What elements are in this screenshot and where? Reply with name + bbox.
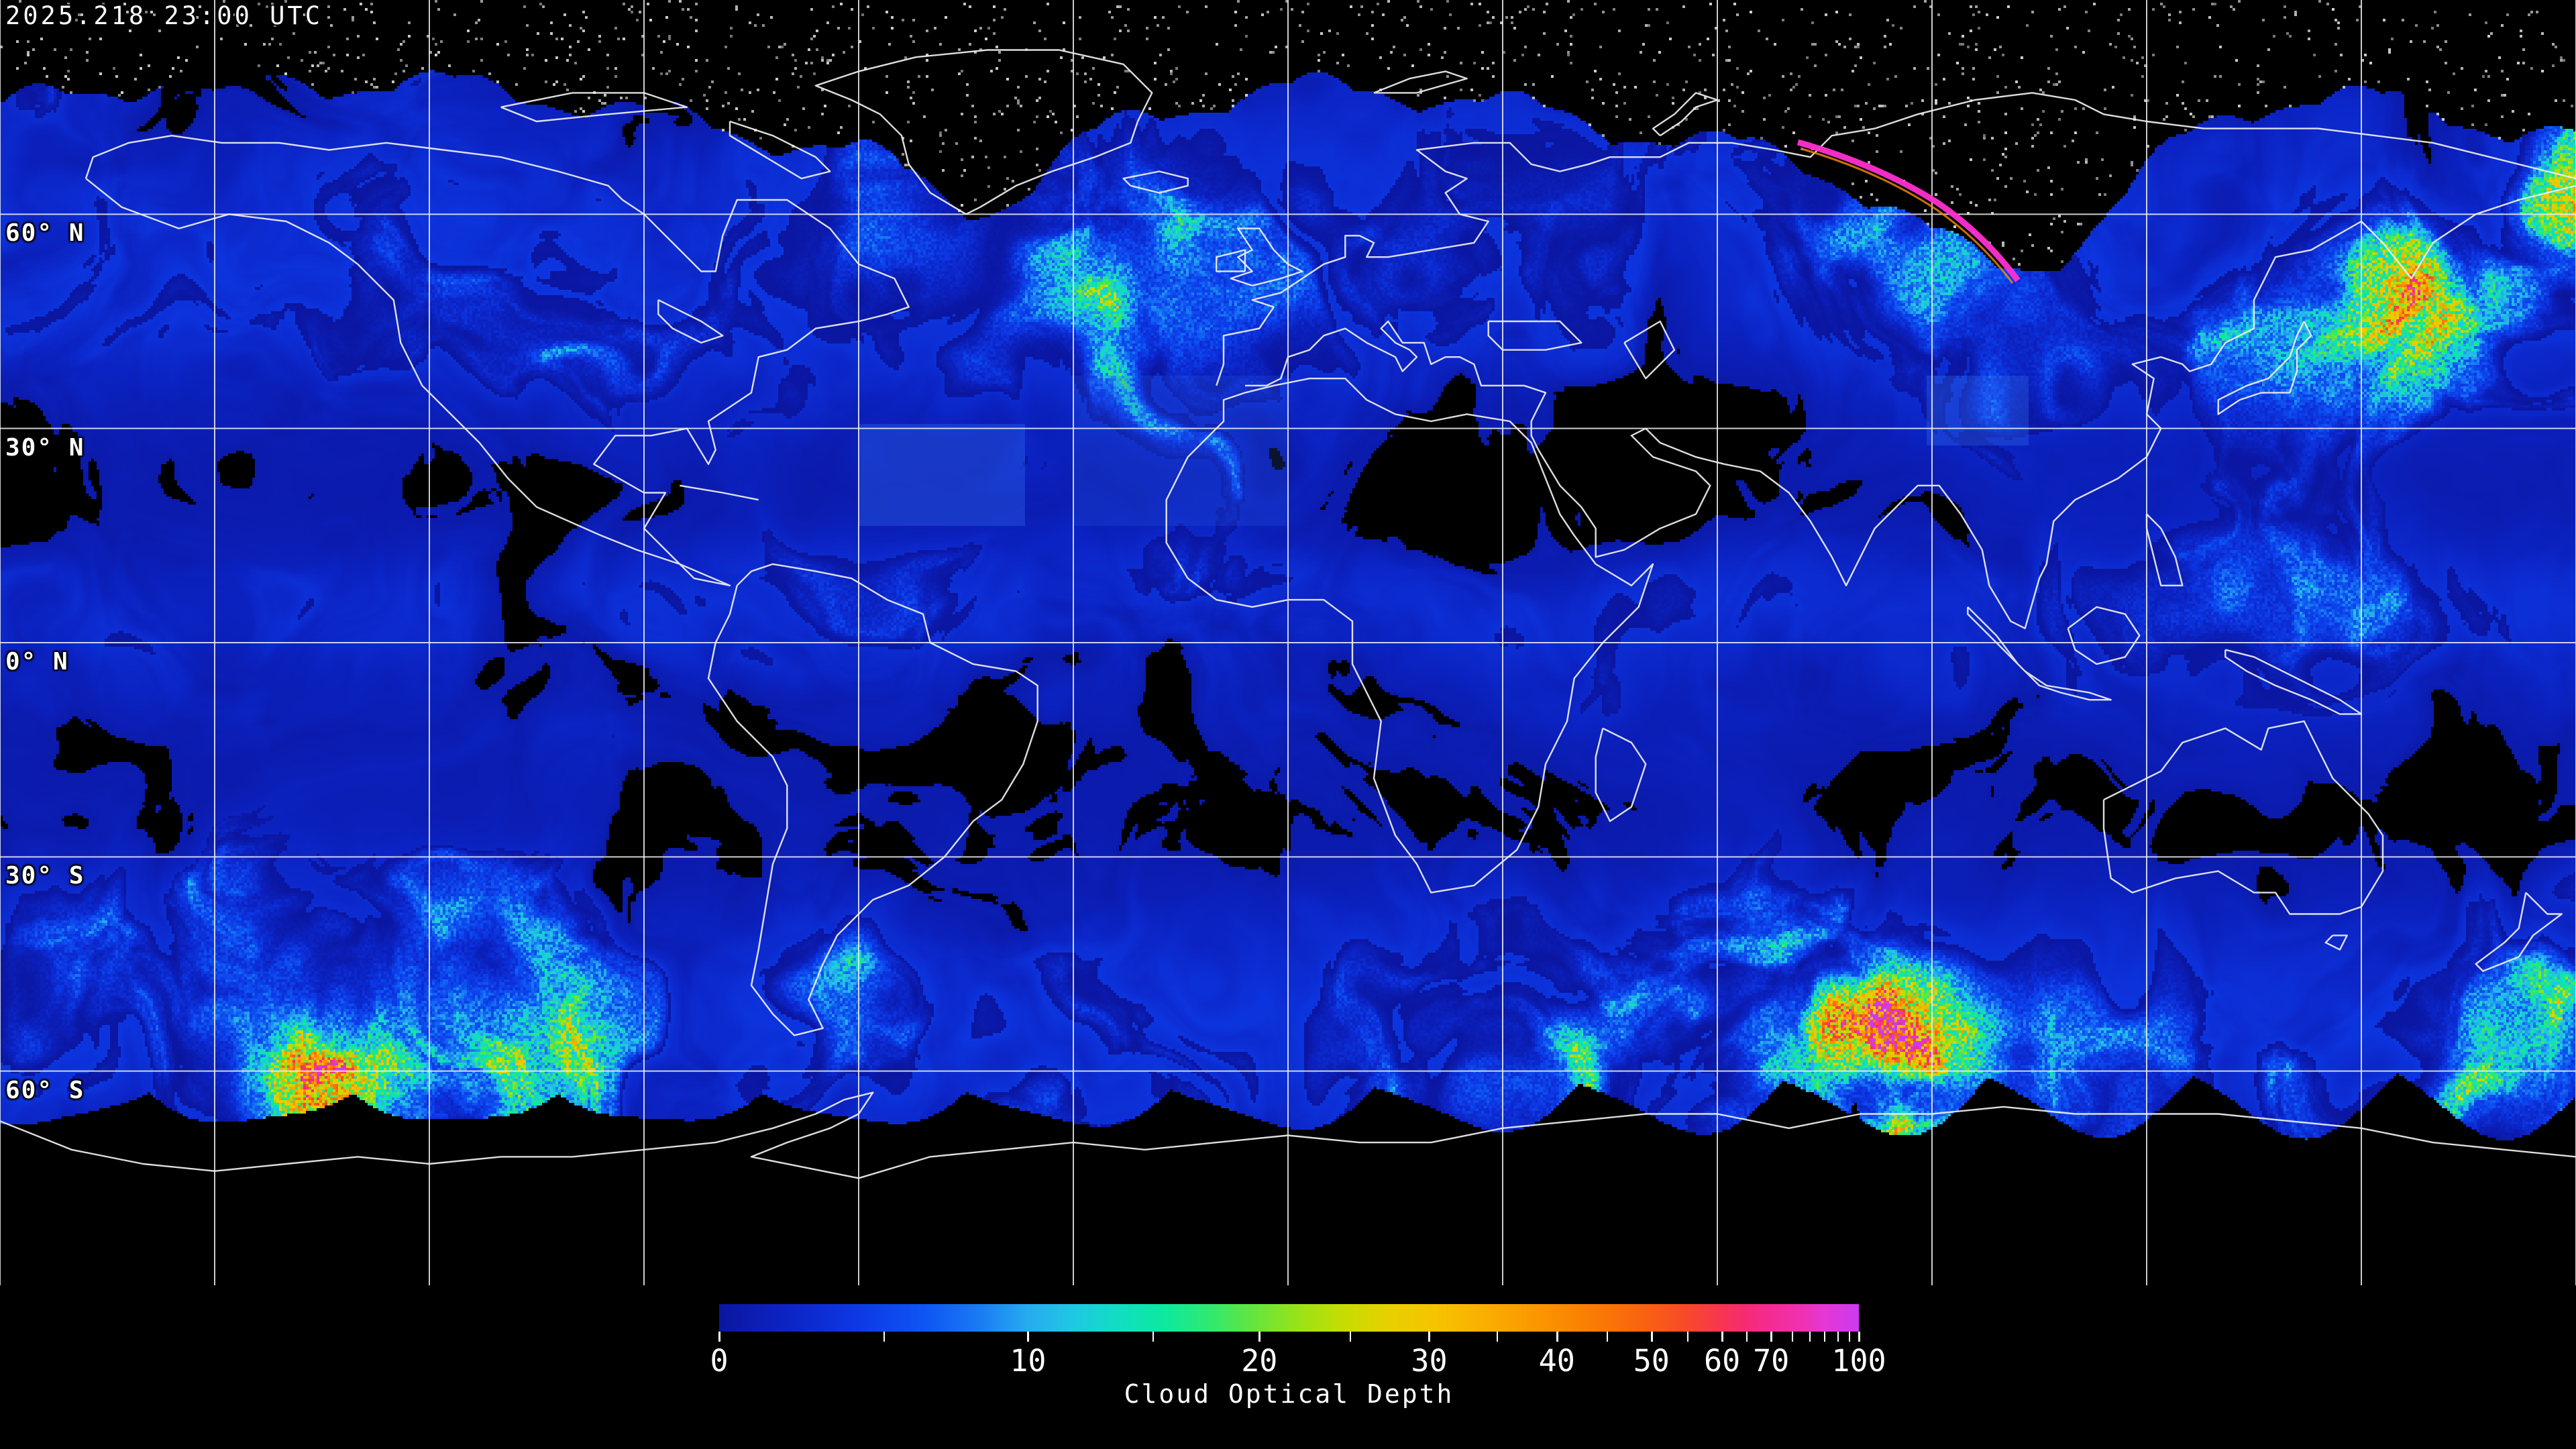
- latitude-label: 60° N: [5, 219, 85, 248]
- coastline: [1373, 70, 1468, 94]
- latitude-label: 30° N: [5, 433, 85, 462]
- coastline: [657, 299, 724, 344]
- coastline: [707, 563, 1038, 1036]
- coastline: [2224, 649, 2363, 715]
- coastline: [2217, 321, 2312, 415]
- timestamp-label: 2025.218 23:00 UTC: [5, 1, 323, 30]
- coastline: [814, 49, 1153, 215]
- coastline: [1623, 320, 1676, 380]
- coastline: [680, 484, 759, 501]
- coastline: [1165, 378, 1654, 894]
- coastline: [1216, 92, 2576, 386]
- coastline: [0, 1091, 2576, 1179]
- latitude-label: 60° S: [5, 1076, 85, 1104]
- coastline: [2324, 934, 2348, 951]
- coastline: [2145, 513, 2184, 586]
- coastline: [1487, 320, 1582, 351]
- coastline: [1245, 184, 2576, 629]
- coastline: [1230, 227, 1303, 286]
- swath-edge-arc-fringe: [1801, 148, 2014, 284]
- coastline: [729, 120, 831, 180]
- coastline: [1967, 606, 2112, 701]
- coastline: [2475, 892, 2563, 972]
- coastline: [1595, 727, 1647, 822]
- latitude-label: 0° N: [5, 648, 69, 676]
- coastline: [2067, 606, 2141, 665]
- coastline: [85, 134, 910, 586]
- coastline: [2102, 720, 2384, 915]
- coastline: [1216, 249, 1246, 272]
- latitude-label: 30° S: [5, 862, 85, 890]
- coastline: [500, 92, 688, 123]
- coastline: [1122, 170, 1189, 194]
- swath-edge-arc: [1796, 139, 2021, 282]
- coastline: [1652, 92, 1719, 137]
